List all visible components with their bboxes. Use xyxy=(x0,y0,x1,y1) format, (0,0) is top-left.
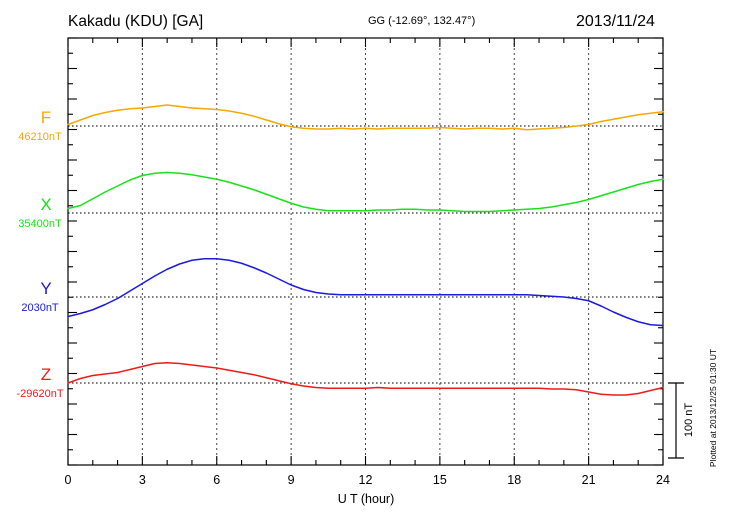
x-tick-label-12: 12 xyxy=(359,473,373,487)
x-tick-label-15: 15 xyxy=(433,473,447,487)
x-tick-label-24: 24 xyxy=(656,473,670,487)
x-tick-label-9: 9 xyxy=(288,473,295,487)
component-baseline-value-F: 46210nT xyxy=(18,131,62,143)
component-baseline-value-Z: -29620nT xyxy=(16,388,63,400)
scale-bar: 100 nT xyxy=(668,382,695,459)
x-axis-title: U T (hour) xyxy=(338,492,395,506)
scale-bar-label: 100 nT xyxy=(683,403,695,438)
x-tick-label-6: 6 xyxy=(213,473,220,487)
component-letter-X: X xyxy=(40,195,51,214)
scale-bar-bracket xyxy=(668,382,684,459)
component-baseline-value-X: 35400nT xyxy=(18,218,62,230)
trace-X xyxy=(67,171,664,213)
trace-Y xyxy=(67,258,664,327)
component-baselines xyxy=(68,125,663,384)
component-labels: F 46210nT X 35400nT Y 2030nT Z -29620nT xyxy=(16,108,63,400)
trace-Z xyxy=(67,362,664,396)
x-tick-label-3: 3 xyxy=(139,473,146,487)
x-tick-label-18: 18 xyxy=(507,473,521,487)
plotted-at-note: Plotted at 2013/12/25 01:30 UT xyxy=(708,349,718,467)
station-title: Kakadu (KDU) [GA] xyxy=(68,13,203,30)
component-letter-F: F xyxy=(41,108,51,127)
x-axis-ticks xyxy=(67,38,664,465)
y-axis-ticks xyxy=(68,37,663,466)
component-traces xyxy=(67,104,664,396)
component-baseline-value-Y: 2030nT xyxy=(21,302,59,314)
trace-F xyxy=(67,104,664,131)
component-letter-Y: Y xyxy=(40,279,51,298)
observation-date: 2013/11/24 xyxy=(576,13,655,30)
x-tick-label-21: 21 xyxy=(582,473,596,487)
x-axis-tick-labels: 0 3 6 9 12 15 18 21 24 xyxy=(65,473,670,487)
component-letter-Z: Z xyxy=(41,365,51,384)
x-tick-label-0: 0 xyxy=(65,473,72,487)
station-coordinates: GG (-12.69°, 132.47°) xyxy=(368,15,475,27)
